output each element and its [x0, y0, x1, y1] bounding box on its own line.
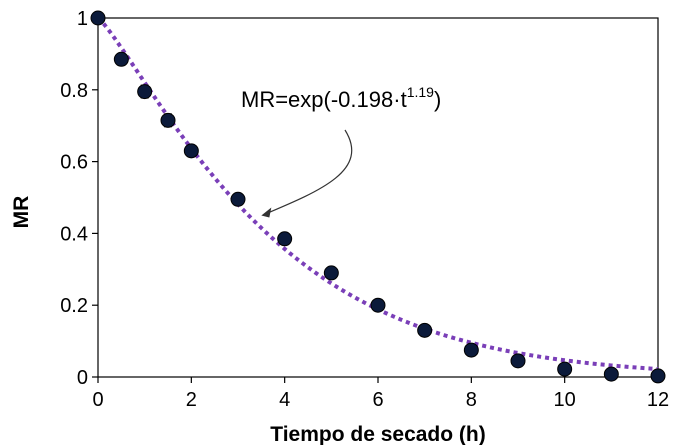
y-tick-label: 0	[77, 367, 88, 389]
annotation-main: MR=exp(-0.198·t	[241, 87, 407, 112]
y-tick-label: 0.4	[60, 223, 88, 245]
data-points	[90, 10, 666, 384]
annotation-exponent: 1.19	[407, 84, 434, 100]
data-point	[417, 322, 433, 338]
data-point	[137, 84, 153, 100]
y-axis-title-group: MR	[10, 196, 33, 229]
x-tick-label: 6	[372, 389, 383, 411]
x-tick-label: 0	[92, 389, 103, 411]
x-tick-label: 12	[647, 389, 669, 411]
y-tick-label: 0.2	[60, 295, 88, 317]
fit-curve	[96, 16, 659, 372]
y-tick-label: 0.6	[60, 152, 88, 174]
data-point	[113, 51, 129, 67]
y-axis-title: MR	[10, 196, 33, 229]
x-tick-label: 4	[279, 389, 290, 411]
x-tick-label: 2	[186, 389, 197, 411]
data-point	[160, 112, 176, 128]
data-point	[510, 353, 526, 369]
data-point	[323, 265, 339, 281]
x-tick-label: 8	[466, 389, 477, 411]
data-point	[650, 368, 666, 384]
data-point	[230, 191, 246, 207]
annotation-close: )	[434, 87, 441, 112]
annotation-arrowhead	[261, 207, 272, 218]
data-point	[557, 361, 573, 377]
data-point	[603, 366, 619, 382]
x-tick-label: 10	[554, 389, 576, 411]
data-point	[463, 342, 479, 358]
y-tick-label: 1	[77, 8, 88, 30]
y-tick-label: 0.8	[60, 80, 88, 102]
y-ticks: 0 0.2 0.4 0.6 0.8 1	[60, 8, 98, 389]
plot-frame	[97, 17, 659, 378]
x-ticks: 0 2 4 6 8 10 12	[92, 377, 669, 411]
data-point	[183, 143, 199, 159]
annotation-arrow	[264, 129, 353, 216]
x-axis-title: Tiempo de secado (h)	[270, 423, 486, 445]
data-point	[90, 10, 106, 26]
annotation-equation: MR=exp(-0.198·t1.19)	[241, 84, 441, 112]
data-point	[277, 231, 293, 247]
data-point	[370, 297, 386, 313]
